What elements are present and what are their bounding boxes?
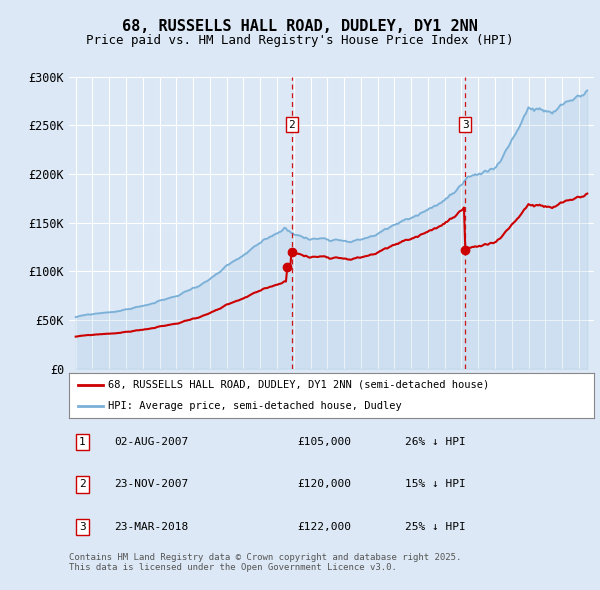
Text: 25% ↓ HPI: 25% ↓ HPI xyxy=(405,522,466,532)
Text: 02-AUG-2007: 02-AUG-2007 xyxy=(114,437,188,447)
Text: 68, RUSSELLS HALL ROAD, DUDLEY, DY1 2NN: 68, RUSSELLS HALL ROAD, DUDLEY, DY1 2NN xyxy=(122,19,478,34)
Text: 23-MAR-2018: 23-MAR-2018 xyxy=(114,522,188,532)
Text: 2: 2 xyxy=(79,480,86,489)
Text: 2: 2 xyxy=(289,120,295,130)
Text: 3: 3 xyxy=(79,522,86,532)
Text: 26% ↓ HPI: 26% ↓ HPI xyxy=(405,437,466,447)
Text: £105,000: £105,000 xyxy=(297,437,351,447)
Text: Price paid vs. HM Land Registry's House Price Index (HPI): Price paid vs. HM Land Registry's House … xyxy=(86,34,514,47)
Text: 68, RUSSELLS HALL ROAD, DUDLEY, DY1 2NN (semi-detached house): 68, RUSSELLS HALL ROAD, DUDLEY, DY1 2NN … xyxy=(109,380,490,390)
Text: 15% ↓ HPI: 15% ↓ HPI xyxy=(405,480,466,489)
Text: 23-NOV-2007: 23-NOV-2007 xyxy=(114,480,188,489)
Text: Contains HM Land Registry data © Crown copyright and database right 2025.
This d: Contains HM Land Registry data © Crown c… xyxy=(69,553,461,572)
Text: £120,000: £120,000 xyxy=(297,480,351,489)
Text: 3: 3 xyxy=(462,120,469,130)
Text: £122,000: £122,000 xyxy=(297,522,351,532)
Text: HPI: Average price, semi-detached house, Dudley: HPI: Average price, semi-detached house,… xyxy=(109,401,402,411)
Text: 1: 1 xyxy=(79,437,86,447)
